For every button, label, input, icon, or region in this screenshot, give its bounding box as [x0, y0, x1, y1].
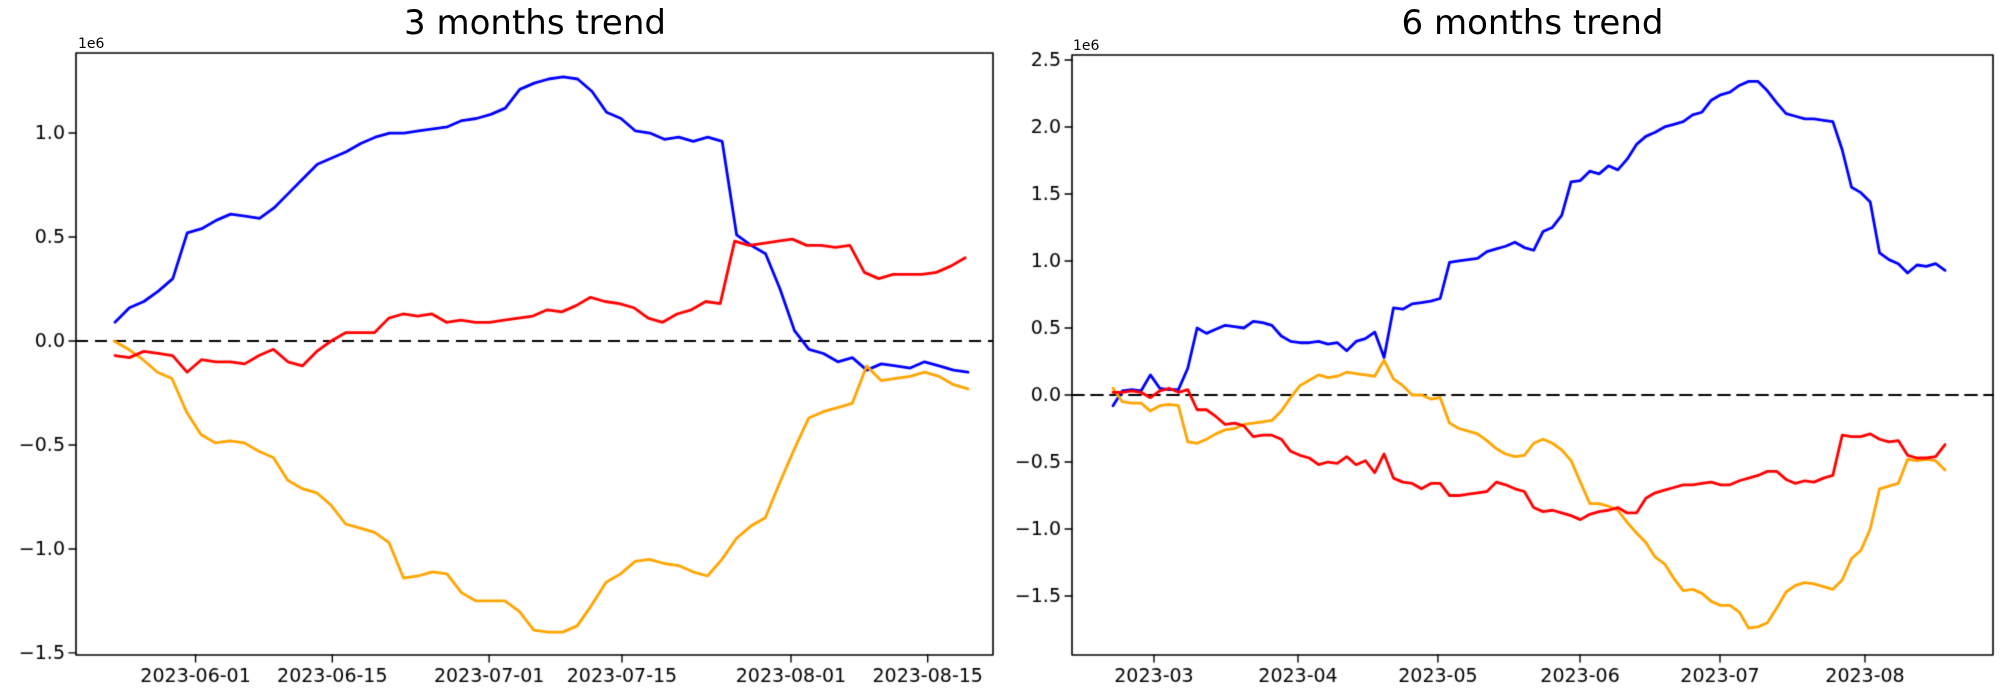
y-axis-offset-label-right-chart: 1e6 [1073, 38, 1100, 54]
chart-title-3-months: 3 months trend [404, 3, 666, 43]
chart-title-6-months: 6 months trend [1401, 3, 1664, 43]
y-axis-offset-label-left-chart: 1e6 [78, 36, 105, 52]
